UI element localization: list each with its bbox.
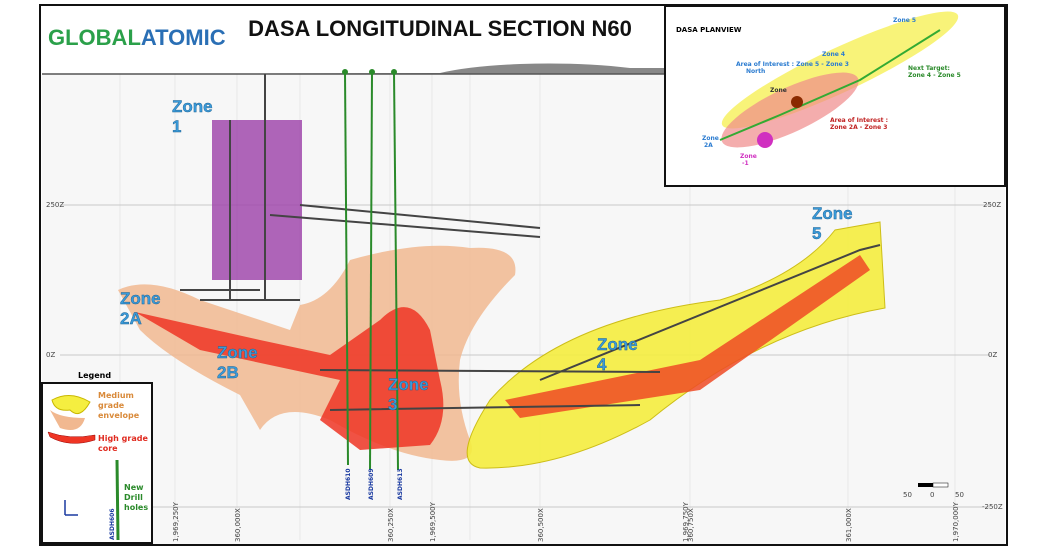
zone-label: Zone 2B (217, 343, 258, 382)
legend-high: High grade core (98, 434, 148, 453)
planview-text: Zone (770, 87, 787, 94)
planview-text: Area of Interest : Zone 5 - Zone 3 North (736, 61, 849, 75)
elevation-label: 250Z (46, 201, 64, 209)
drill-hole-label: ASDH609 (368, 469, 375, 501)
legend-medium: Medium grade envelope (98, 391, 140, 420)
planview-drives (719, 29, 941, 141)
legend-swatch (50, 410, 85, 431)
zone-label: Zone 1 (172, 97, 213, 136)
legend-drill-text: New Drill holes (124, 483, 148, 512)
zone-label: Zone 4 (597, 335, 638, 374)
collar (342, 69, 348, 75)
northing-label: 1,970,000Y (952, 501, 960, 542)
planview-text: Area of Interest : Zone 2A - Zone 3 (830, 117, 888, 131)
zone-label: Zone 3 (388, 375, 429, 414)
zone-label: Zone 5 (812, 204, 853, 243)
legend-swatch (51, 395, 91, 415)
scale-label: 0 (930, 491, 934, 499)
terrain (42, 63, 665, 74)
elevation-label: 0Z (988, 351, 997, 359)
planview-zone (791, 96, 803, 108)
planview-text: Zone 4 (822, 51, 845, 58)
scale-bar (918, 483, 933, 487)
legend-drill-label: ASDH606 (109, 509, 116, 541)
zone1-body (212, 120, 302, 280)
planview-text: Zone 2A (702, 135, 719, 149)
northing-label: 1,969,750Y (682, 501, 690, 542)
elevation-label: 0Z (46, 351, 55, 359)
legend-title: Legend (78, 371, 111, 380)
northing-label: 1,969,250Y (172, 501, 180, 542)
easting-label: 360,750X (687, 508, 695, 542)
workings-east (319, 244, 881, 411)
drill-hole-label: ASDH613 (397, 469, 404, 501)
legend-drill (115, 459, 120, 541)
elevation-label: -250Z (982, 503, 1003, 511)
collar (391, 69, 397, 75)
legend-swatch (47, 431, 96, 444)
drill-hole-label: ASDH610 (345, 469, 352, 501)
workings (180, 74, 541, 301)
planview-zone1 (757, 132, 773, 148)
title: DASA LONGITUDINAL SECTION N60 (248, 16, 632, 41)
planview-text: Next Target: Zone 4 - Zone 5 (908, 65, 961, 79)
planview-text: Zone -1 (740, 153, 757, 167)
scale-label: 50 (903, 491, 912, 499)
axes-icon (64, 500, 78, 516)
northing-label: 1,969,500Y (429, 501, 437, 542)
logo: GLOBALATOMIC (48, 25, 226, 50)
logo-box (42, 7, 202, 59)
zone-label: Zone 2A (120, 289, 161, 328)
planview-text: Zone 5 (893, 17, 916, 24)
collar (369, 69, 375, 75)
scale-label: 50 (955, 491, 964, 499)
easting-label: 361,000X (845, 508, 853, 542)
planview-title: DASA PLANVIEW (676, 26, 742, 34)
easting-label: 360,250X (387, 508, 395, 542)
scale-bar (932, 482, 949, 488)
drill-holes (344, 71, 399, 471)
easting-label: 360,500X (537, 508, 545, 542)
high-grade-core-east (505, 255, 870, 418)
high-grade-core (135, 307, 444, 450)
easting-label: 360,000X (234, 508, 242, 542)
elevation-label: 250Z (983, 201, 1001, 209)
